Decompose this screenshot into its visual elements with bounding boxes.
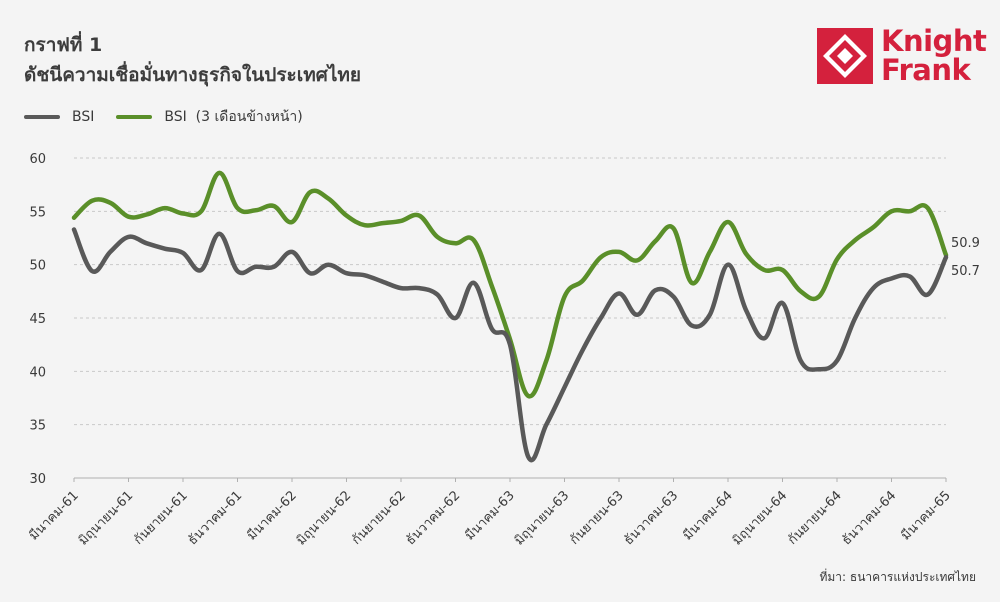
x-tick-label: มีนาคม-64 [680, 488, 736, 544]
x-tick-label: มีนาคม-63 [462, 488, 518, 544]
chart-legend: BSI BSI (3 เดือนข้างหน้า) [24, 106, 325, 128]
knight-frank-logo-mark-icon [817, 28, 873, 84]
x-tick-label: ธันวาคม-61 [185, 488, 245, 548]
x-tick-label: ธันวาคม-62 [403, 488, 463, 548]
legend-label-bsi: BSI [72, 109, 95, 125]
series-line-bsi [71, 227, 949, 463]
y-tick-label: 30 [29, 472, 46, 487]
end-label-bsi-forward: 50.9 [951, 236, 980, 251]
x-tick-label: ธันวาคม-64 [839, 488, 899, 548]
x-tick-label: มีนาคม-61 [26, 488, 82, 544]
x-tick-label: มิถุนายน-63 [512, 488, 572, 548]
y-tick-label: 50 [29, 259, 46, 274]
x-tick-label: กันยายน-64 [785, 488, 845, 548]
x-tick-label: มิถุนายน-61 [76, 488, 136, 548]
x-tick-label: มิถุนายน-62 [294, 488, 354, 548]
chart-title-line2: ดัชนีความเชื่อมั่นทางธุรกิจในประเทศไทย [24, 64, 362, 86]
logo-text-line2: Frank [881, 53, 971, 87]
legend-item-bsi: BSI [24, 109, 94, 125]
knight-frank-logo: Knight Frank [817, 24, 987, 87]
end-label-bsi: 50.7 [951, 264, 980, 279]
legend-swatch-bsi [24, 115, 60, 119]
legend-swatch-bsi-forward [116, 115, 153, 119]
logo-text-line1: Knight [881, 24, 987, 58]
chart-title-line1: กราฟที่ 1 [24, 34, 103, 56]
legend-label-bsi-forward: BSI (3 เดือนข้างหน้า) [164, 109, 303, 125]
source-note: ที่มา: ธนาคารแห่งประเทศไทย [819, 570, 976, 584]
x-tick-label: ธันวาคม-63 [621, 488, 681, 548]
legend-item-bsi-forward: BSI (3 เดือนข้างหน้า) [116, 106, 303, 128]
y-tick-label: 55 [29, 205, 46, 220]
x-tick-label: มีนาคม-62 [244, 488, 300, 544]
y-tick-label: 45 [29, 312, 46, 327]
series-line-bsi-forward [71, 170, 949, 399]
x-tick-label: กันยายน-61 [131, 488, 191, 548]
y-tick-label: 40 [29, 365, 46, 380]
x-tick-label: มีนาคม-65 [898, 488, 954, 544]
x-tick-label: กันยายน-62 [349, 488, 409, 548]
y-tick-label: 35 [29, 419, 46, 434]
x-tick-label: กันยายน-63 [567, 488, 627, 548]
y-tick-label: 60 [29, 152, 46, 167]
x-tick-label: มิถุนายน-64 [730, 488, 790, 548]
